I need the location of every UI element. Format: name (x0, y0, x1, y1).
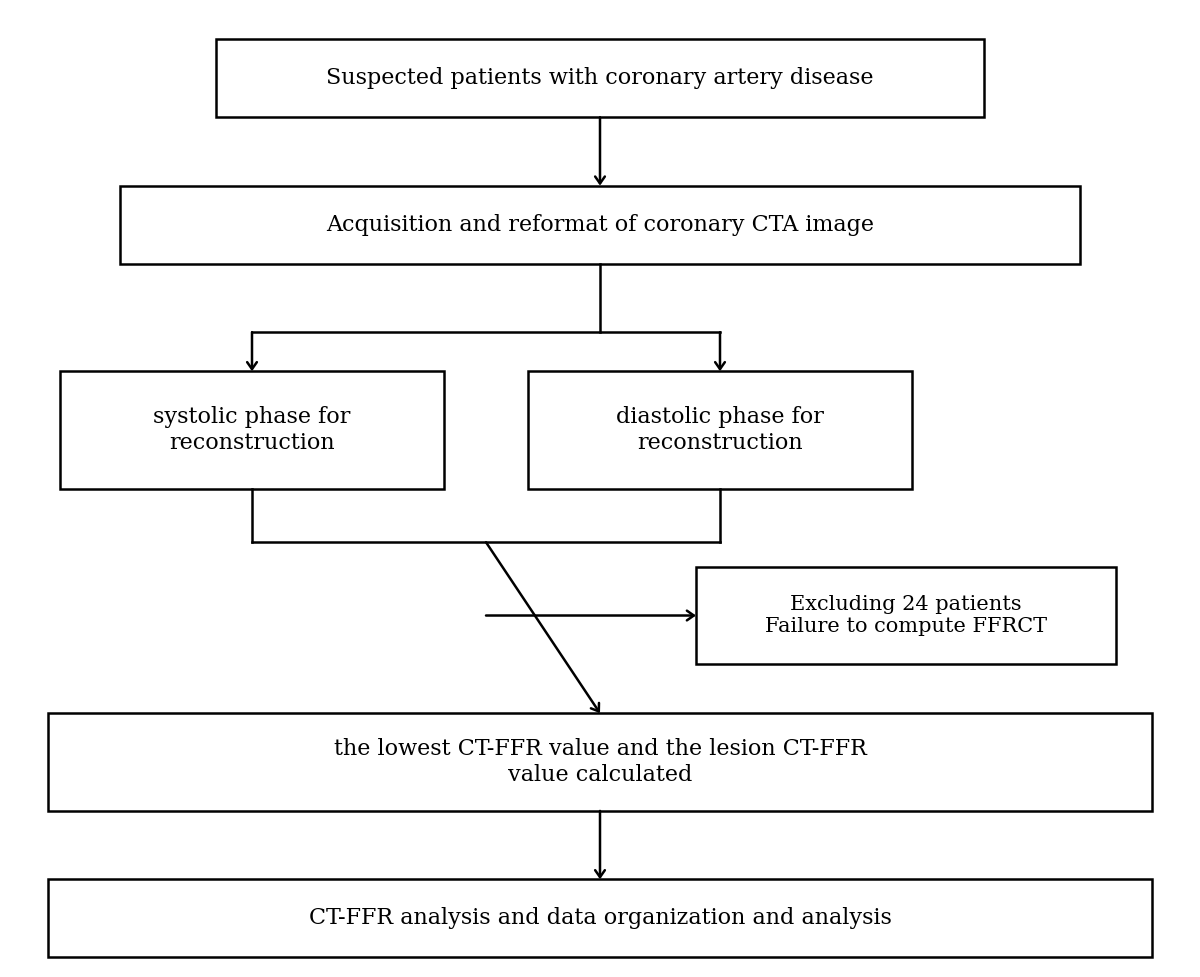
Text: Excluding 24 patients
Failure to compute FFRCT: Excluding 24 patients Failure to compute… (764, 595, 1048, 636)
Text: systolic phase for
reconstruction: systolic phase for reconstruction (154, 406, 350, 453)
Text: CT-FFR analysis and data organization and analysis: CT-FFR analysis and data organization an… (308, 908, 892, 929)
FancyBboxPatch shape (696, 567, 1116, 664)
Text: diastolic phase for
reconstruction: diastolic phase for reconstruction (616, 406, 824, 453)
Text: Suspected patients with coronary artery disease: Suspected patients with coronary artery … (326, 67, 874, 89)
FancyBboxPatch shape (120, 186, 1080, 264)
Text: the lowest CT-FFR value and the lesion CT-FFR
value calculated: the lowest CT-FFR value and the lesion C… (334, 739, 866, 786)
FancyBboxPatch shape (216, 39, 984, 117)
FancyBboxPatch shape (60, 371, 444, 488)
Text: Acquisition and reformat of coronary CTA image: Acquisition and reformat of coronary CTA… (326, 214, 874, 235)
FancyBboxPatch shape (48, 713, 1152, 811)
FancyBboxPatch shape (48, 879, 1152, 957)
FancyBboxPatch shape (528, 371, 912, 488)
